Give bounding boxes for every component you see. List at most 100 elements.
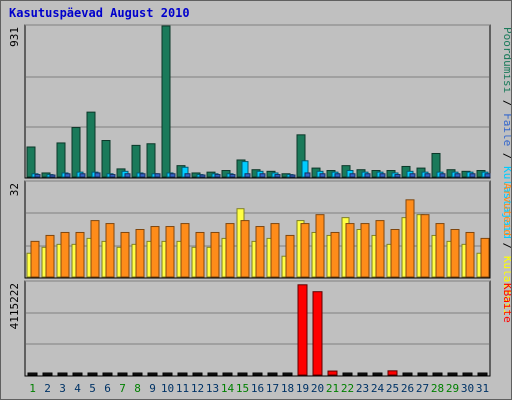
bar-faile-day-21 [334,173,341,178]
x-tick-label-day-28: 28 [431,382,444,395]
x-tick-label-day-21: 21 [326,382,339,395]
x-tick-label-day-15: 15 [236,382,249,395]
x-tick-label-day-19: 19 [296,382,309,395]
bar-faile-day-23 [364,173,371,178]
bar-kbaite-day-27 [417,372,428,376]
bar-arvuteid-day-20 [315,214,325,278]
bar-faile-day-3 [64,173,71,178]
bar-pöördumisi-day-1 [26,146,36,178]
bar-kbaite-day-4 [72,372,83,376]
bar-faile-day-4 [79,173,86,178]
legend-top-part-4: Külastajaid [501,166,511,239]
bar-kbaite-day-1 [27,372,38,376]
bar-arvuteid-day-2 [45,234,55,278]
bar-kbaite-day-17 [267,372,278,376]
y-axis-max-label-top: 931 [8,27,21,47]
bar-faile-day-13 [214,174,221,178]
plot-panel-bottom [24,280,491,377]
bar-kbaite-day-23 [357,372,368,376]
bar-arvuteid-day-18 [285,234,295,278]
bar-kbaite-day-6 [102,372,113,376]
bar-arvuteid-day-4 [75,231,85,278]
bar-arvuteid-day-31 [480,237,490,278]
bar-arvuteid-day-15 [240,220,250,278]
bar-kbaite-day-7 [117,372,128,376]
bar-arvuteid-day-3 [60,231,70,278]
bar-kbaite-day-14 [222,372,233,376]
bar-arvuteid-day-14 [225,223,235,278]
bar-kbaite-day-28 [432,372,443,376]
x-tick-label-day-1: 1 [29,382,36,395]
bar-kbaite-day-3 [57,372,68,376]
bar-faile-day-20 [319,173,326,178]
x-tick-label-day-26: 26 [401,382,414,395]
bar-faile-day-8 [139,173,146,178]
bar-faile-day-10 [169,173,176,178]
bar-arvuteid-day-7 [120,231,130,278]
x-tick-label-day-20: 20 [311,382,324,395]
legend-bottom: KBaite [501,283,511,323]
bar-pöördumisi-day-19 [296,134,306,178]
bar-faile-day-15 [244,173,251,178]
bar-pöördumisi-day-28 [431,152,441,178]
x-tick-label-day-16: 16 [251,382,264,395]
legend-bottom-part-0: KBaite [501,283,511,323]
bar-kbaite-day-13 [207,372,218,376]
x-tick-label-day-14: 14 [221,382,235,395]
bar-faile-day-5 [94,172,101,178]
x-tick-label-day-13: 13 [206,382,219,395]
bar-faile-day-18 [289,174,296,178]
bar-faile-day-12 [199,174,206,178]
bar-kbaite-day-11 [177,372,188,376]
bar-faile-day-26 [409,173,416,178]
legend-middle: Arvuteid / Külastusi [501,183,511,315]
bar-arvuteid-day-10 [165,226,175,278]
bar-faile-day-28 [439,173,446,178]
bar-kbaite-day-25 [387,370,398,376]
bar-faile-day-6 [109,174,116,178]
legend-top: Pöördumisi / Faile / Külastajaid [501,27,511,239]
bar-faile-day-7 [124,173,131,178]
bar-pöördumisi-day-9 [146,143,156,178]
bar-kbaite-day-9 [147,372,158,376]
x-tick-label-day-18: 18 [281,382,294,395]
bar-pöördumisi-day-5 [86,111,96,178]
bar-faile-day-25 [394,174,401,178]
bar-kbaite-day-2 [42,372,53,376]
legend-top-part-3: / [501,146,511,166]
y-axis-max-label-bottom: 4115222 [8,283,21,329]
x-tick-label-day-29: 29 [446,382,459,395]
bar-kbaite-day-24 [372,372,383,376]
bar-pöördumisi-day-4 [71,127,81,178]
x-tick-label-day-27: 27 [416,382,429,395]
bar-faile-day-24 [379,173,386,178]
bar-pöördumisi-day-10 [161,25,171,178]
x-tick-label-day-7: 7 [119,382,126,395]
bar-arvuteid-day-6 [105,223,115,278]
bar-arvuteid-day-26 [405,199,415,278]
bar-faile-day-29 [454,173,461,178]
bar-kbaite-day-26 [402,372,413,376]
legend-top-part-2: Faile [501,113,511,146]
bar-kbaite-day-18 [282,372,293,376]
x-tick-label-day-17: 17 [266,382,279,395]
bar-arvuteid-day-27 [420,214,430,278]
bar-kbaite-day-10 [162,372,173,376]
bar-kbaite-day-30 [462,372,473,376]
x-tick-label-day-4: 4 [74,382,81,395]
bar-kbaite-day-8 [132,372,143,376]
legend-middle-part-2: Külastusi [501,256,511,316]
bar-arvuteid-day-5 [90,220,100,278]
bar-kbaite-day-12 [192,372,203,376]
x-tick-label-day-11: 11 [176,382,189,395]
x-tick-label-day-10: 10 [161,382,174,395]
bar-arvuteid-day-22 [345,223,355,278]
bar-kbaite-day-15 [237,372,248,376]
x-tick-label-day-24: 24 [371,382,385,395]
bar-faile-day-1 [34,174,41,178]
legend-middle-part-1: / [501,236,511,256]
bar-arvuteid-day-8 [135,229,145,278]
x-tick-label-day-8: 8 [134,382,141,395]
